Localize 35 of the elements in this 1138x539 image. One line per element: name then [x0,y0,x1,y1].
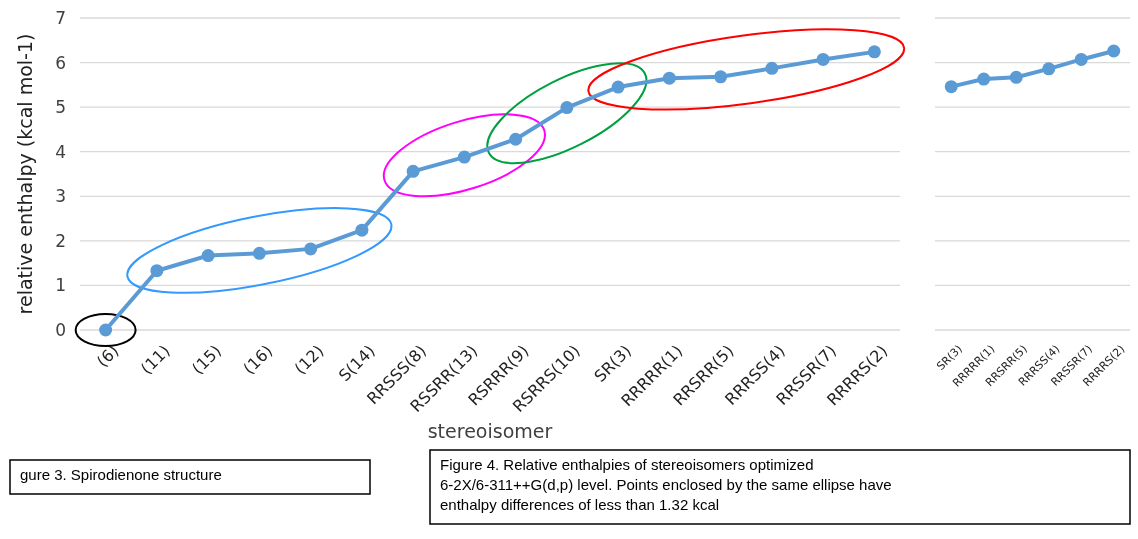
point [355,223,369,237]
point [662,71,676,85]
y-tick-label: 0 [55,319,66,340]
point [304,242,318,256]
point [252,246,266,260]
point [406,164,420,178]
caption: Figure 4. Relative enthalpies of stereoisomers optimized 6-2X/6-311++G(d,p) level. Points enclosed by the same ellipse have enthalpy differences of less than 1.32 kcal [440,456,892,513]
point [765,61,779,75]
point [867,45,881,59]
y-tick-label: 2 [55,230,66,251]
y-tick-label: 3 [55,186,66,207]
x-axis-title: stereoisomer [427,420,553,442]
point [1074,52,1088,66]
point [1009,70,1023,84]
point [1042,62,1056,76]
point [509,132,523,146]
point [201,249,215,263]
point [457,150,471,164]
y-axis-title: relative enthalpy (kcal mol-1) [14,33,36,315]
y-tick-label: 5 [55,97,66,118]
point [1107,44,1121,58]
y-tick-label: 6 [55,52,66,73]
point [150,264,164,278]
y-tick-label: 7 [55,7,66,28]
point [816,52,830,66]
point [944,80,958,94]
text: gure 3. Spirodienone structure [20,466,222,483]
y-tick-label: 1 [55,275,66,296]
point [99,323,113,337]
x-tick-label: (6) [92,341,123,371]
y-tick-label: 4 [55,141,66,162]
point [714,70,728,84]
point [977,72,991,86]
point [611,80,625,94]
point [560,101,574,115]
